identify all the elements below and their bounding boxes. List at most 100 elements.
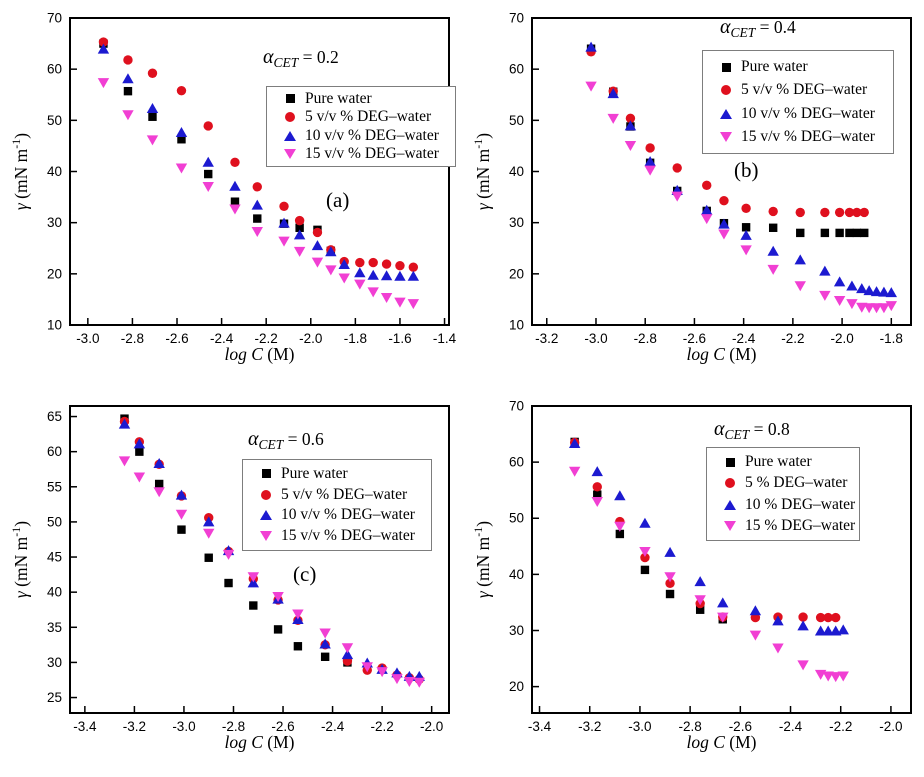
panel-d: -3.4 -3.2 -3.0 -2.8 -2.6 -2.4 -2.2 -2.0 20 30 40 50… <box>462 388 924 776</box>
legend-box: Pure water 5 v/v % DEG–water 10 v/v % DE… <box>266 86 456 167</box>
legend-row: 5 v/v % DEG–water <box>711 81 891 99</box>
svg-text:-1.8: -1.8 <box>344 331 367 346</box>
svg-text:-2.0: -2.0 <box>299 331 322 346</box>
x-axis-label: log C (M) <box>224 344 295 364</box>
svg-text:50: 50 <box>47 113 62 128</box>
square-marker-icon <box>721 62 731 72</box>
legend-row: 5 v/v % DEG–water <box>251 486 429 504</box>
svg-text:-2.4: -2.4 <box>732 331 756 346</box>
svg-text:-2.6: -2.6 <box>271 719 294 734</box>
annotation-alpha-cet: αCET = 0.4 <box>720 16 796 40</box>
legend-row: 10 v/v % DEG–water <box>275 127 453 145</box>
svg-text:-2.8: -2.8 <box>634 331 657 346</box>
svg-text:50: 50 <box>509 511 524 526</box>
y-axis-label: γ (mN m-1) <box>471 132 493 211</box>
svg-text:50: 50 <box>47 514 62 529</box>
triangle-up-marker-icon <box>720 108 732 119</box>
legend-row: Pure water <box>275 90 453 108</box>
x-axis-label: log C (M) <box>224 732 295 752</box>
svg-text:-2.4: -2.4 <box>779 719 803 734</box>
y-axis-label: γ (mN m-1) <box>471 520 493 599</box>
legend-row: Pure water <box>715 453 857 471</box>
annotation-alpha-cet: αCET = 0.8 <box>714 418 790 442</box>
legend-label: 10 % DEG–water <box>745 495 856 513</box>
x-axis-label: log C (M) <box>686 732 757 752</box>
legend-label: 10 v/v % DEG–water <box>305 126 439 144</box>
legend-box: Pure water 5 v/v % DEG–water 10 v/v % DE… <box>242 459 432 551</box>
svg-text:70: 70 <box>509 11 524 26</box>
circle-marker-icon <box>725 478 735 489</box>
legend-row: 10 v/v % DEG–water <box>711 105 891 123</box>
svg-text:-2.6: -2.6 <box>683 331 706 346</box>
svg-text:35: 35 <box>47 620 62 635</box>
legend-label: 15 % DEG–water <box>745 516 856 534</box>
square-marker-icon <box>285 94 295 104</box>
svg-text:40: 40 <box>509 164 524 179</box>
legend-row: Pure water <box>711 58 891 76</box>
svg-text:-3.0: -3.0 <box>584 331 607 346</box>
triangle-up-marker-icon <box>260 510 272 521</box>
svg-text:-2.4: -2.4 <box>210 331 234 346</box>
legend-row: 5 v/v % DEG–water <box>275 108 453 126</box>
svg-text:60: 60 <box>47 62 62 77</box>
gamma-symbol: γ <box>472 591 493 599</box>
svg-text:-2.8: -2.8 <box>121 331 144 346</box>
svg-text:-3.0: -3.0 <box>172 719 195 734</box>
scatter-plot-b: -3.2 -3.0 -2.8 -2.6 -2.4 -2.2 -2.0 -1.8 10 20 30 40… <box>509 11 912 346</box>
svg-text:60: 60 <box>509 455 524 470</box>
legend-box: Pure water 5 % DEG–water 10 % DEG–water … <box>706 447 860 541</box>
svg-text:60: 60 <box>47 444 62 459</box>
svg-text:-1.4: -1.4 <box>433 331 457 346</box>
legend-row: 10 % DEG–water <box>715 496 857 514</box>
gamma-symbol: γ <box>10 203 31 211</box>
scatter-plot-d: -3.4 -3.2 -3.0 -2.8 -2.6 -2.4 -2.2 -2.0 20 30 40 50… <box>509 399 912 734</box>
legend-label: 10 v/v % DEG–water <box>741 104 875 122</box>
legend-label: 15 v/v % DEG–water <box>741 127 875 145</box>
svg-text:40: 40 <box>47 164 62 179</box>
svg-text:50: 50 <box>509 113 524 128</box>
triangle-down-marker-icon <box>724 520 736 531</box>
svg-text:-3.0: -3.0 <box>628 719 651 734</box>
svg-text:-2.4: -2.4 <box>321 719 345 734</box>
gamma-symbol: γ <box>10 591 31 599</box>
svg-text:70: 70 <box>509 399 524 414</box>
svg-text:-2.6: -2.6 <box>165 331 188 346</box>
legend-label: Pure water <box>745 453 812 471</box>
panel-letter: (a) <box>326 188 350 212</box>
svg-text:45: 45 <box>47 550 62 565</box>
svg-text:30: 30 <box>47 215 62 230</box>
svg-text:10: 10 <box>47 318 62 333</box>
legend-label: 5 v/v % DEG–water <box>305 108 432 126</box>
panel-a: -3.0 -2.8 -2.6 -2.4 -2.2 -2.0 -1.8 -1.6 -1.4 10 20… <box>0 0 462 388</box>
svg-text:40: 40 <box>47 585 62 600</box>
svg-text:-1.6: -1.6 <box>388 331 411 346</box>
legend-label: 15 v/v % DEG–water <box>281 527 415 545</box>
scatter-plot-a: -3.0 -2.8 -2.6 -2.4 -2.2 -2.0 -1.8 -1.6 -1.4 10 20… <box>47 11 457 347</box>
square-marker-icon <box>261 469 271 479</box>
legend-label: 15 v/v % DEG–water <box>305 145 439 163</box>
circle-marker-icon <box>721 85 731 96</box>
panel-letter: (c) <box>293 562 317 586</box>
legend-label: Pure water <box>741 58 808 76</box>
svg-text:-1.8: -1.8 <box>880 331 903 346</box>
svg-text:-3.4: -3.4 <box>528 719 552 734</box>
panel-letter: (b) <box>734 158 759 182</box>
svg-text:30: 30 <box>509 623 524 638</box>
svg-text:65: 65 <box>47 409 62 424</box>
legend-label: 5 % DEG–water <box>745 474 848 492</box>
legend-label: 5 v/v % DEG–water <box>281 485 408 503</box>
legend-box: Pure water 5 v/v % DEG–water 10 v/v % DE… <box>702 50 894 154</box>
triangle-down-marker-icon <box>720 131 732 142</box>
legend-row: 15 % DEG–water <box>715 517 857 535</box>
svg-text:-3.4: -3.4 <box>73 719 97 734</box>
svg-text:70: 70 <box>47 11 62 26</box>
legend-row: 5 % DEG–water <box>715 474 857 492</box>
svg-text:10: 10 <box>509 318 524 333</box>
svg-text:-2.0: -2.0 <box>420 719 443 734</box>
legend-row: 15 v/v % DEG–water <box>275 145 453 163</box>
panel-b: -3.2 -3.0 -2.8 -2.6 -2.4 -2.2 -2.0 -1.8 10 20 30 40… <box>462 0 924 388</box>
legend-row: 15 v/v % DEG–water <box>711 128 891 146</box>
svg-text:20: 20 <box>509 679 524 694</box>
svg-text:25: 25 <box>47 690 62 705</box>
legend-label: Pure water <box>305 89 372 107</box>
